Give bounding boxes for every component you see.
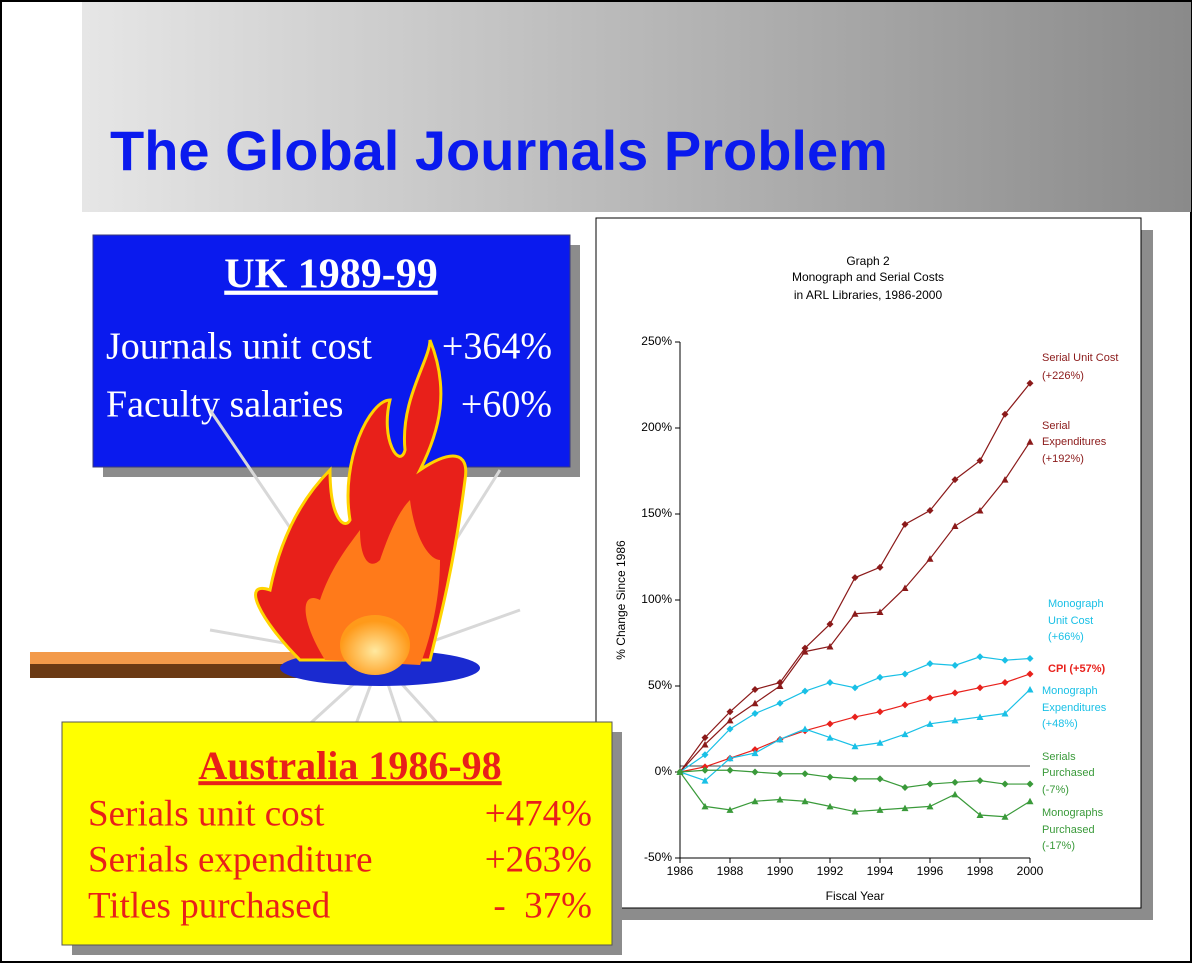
chart-title: in ARL Libraries, 1986-2000 — [794, 288, 943, 302]
australia-row-label: Serials unit cost — [88, 793, 325, 834]
series-label: Serial Unit Cost — [1042, 352, 1118, 364]
series-label: (+192%) — [1042, 453, 1084, 465]
uk-row-label: Faculty salaries — [106, 384, 343, 426]
series-label: Monographs — [1042, 807, 1104, 819]
australia-heading: Australia 1986-98 — [198, 743, 501, 788]
x-tick-label: 1996 — [917, 864, 944, 878]
australia-row-value: +263% — [485, 839, 592, 880]
y-tick-label: 0% — [655, 764, 673, 778]
x-tick-label: 1986 — [667, 864, 694, 878]
match-stick — [30, 652, 310, 664]
series-label: Purchased — [1042, 824, 1095, 836]
series-label: Serials — [1042, 751, 1076, 763]
australia-row-label: Serials expenditure — [88, 839, 373, 880]
series-label: (+66%) — [1048, 631, 1084, 643]
slide: The Global Journals Problem Graph 2 Monog… — [0, 0, 1192, 963]
y-tick-label: 50% — [648, 678, 672, 692]
x-tick-label: 2000 — [1017, 864, 1044, 878]
uk-row-label: Journals unit cost — [106, 326, 372, 368]
series-label: Expenditures — [1042, 436, 1107, 448]
y-axis-label: % Change Since 1986 — [614, 540, 628, 660]
series-label: Expenditures — [1042, 702, 1107, 714]
x-tick-label: 1998 — [967, 864, 994, 878]
chart-frame — [596, 218, 1141, 908]
x-axis-label: Fiscal Year — [826, 889, 885, 903]
series-label: Monograph — [1048, 598, 1104, 610]
chart-subtitle: Graph 2 — [846, 254, 890, 268]
x-tick-label: 1988 — [717, 864, 744, 878]
australia-row-label: Titles purchased — [88, 885, 331, 926]
series-label: Serial — [1042, 420, 1070, 432]
page: {"slide": {"title": "The Global Journals… — [0, 0, 1192, 963]
chart-title: Monograph and Serial Costs — [792, 270, 944, 284]
series-label: (+48%) — [1042, 718, 1078, 730]
y-tick-label: 250% — [641, 334, 672, 348]
y-tick-label: -50% — [644, 850, 672, 864]
slide-title: The Global Journals Problem — [110, 119, 888, 182]
y-tick-label: 150% — [641, 506, 672, 520]
series-label: (-17%) — [1042, 840, 1075, 852]
series-label: (+226%) — [1042, 370, 1084, 382]
x-tick-label: 1992 — [817, 864, 844, 878]
uk-heading: UK 1989-99 — [224, 252, 438, 298]
series-label: Purchased — [1042, 767, 1095, 779]
uk-row-value: +60% — [461, 384, 552, 426]
x-tick-label: 1994 — [867, 864, 894, 878]
australia-row-value: +474% — [485, 793, 592, 834]
match-stick — [30, 664, 310, 678]
australia-row-value: - 37% — [493, 885, 592, 926]
series-label: Monograph — [1042, 685, 1098, 697]
series-label: (-7%) — [1042, 784, 1069, 796]
flame-core — [340, 615, 410, 675]
x-tick-label: 1990 — [767, 864, 794, 878]
y-tick-label: 100% — [641, 592, 672, 606]
series-label: CPI (+57%) — [1048, 663, 1105, 675]
y-tick-label: 200% — [641, 420, 672, 434]
series-label: Unit Cost — [1048, 615, 1093, 627]
uk-row-value: +364% — [442, 326, 552, 368]
title-group: The Global Journals Problem — [110, 119, 888, 182]
